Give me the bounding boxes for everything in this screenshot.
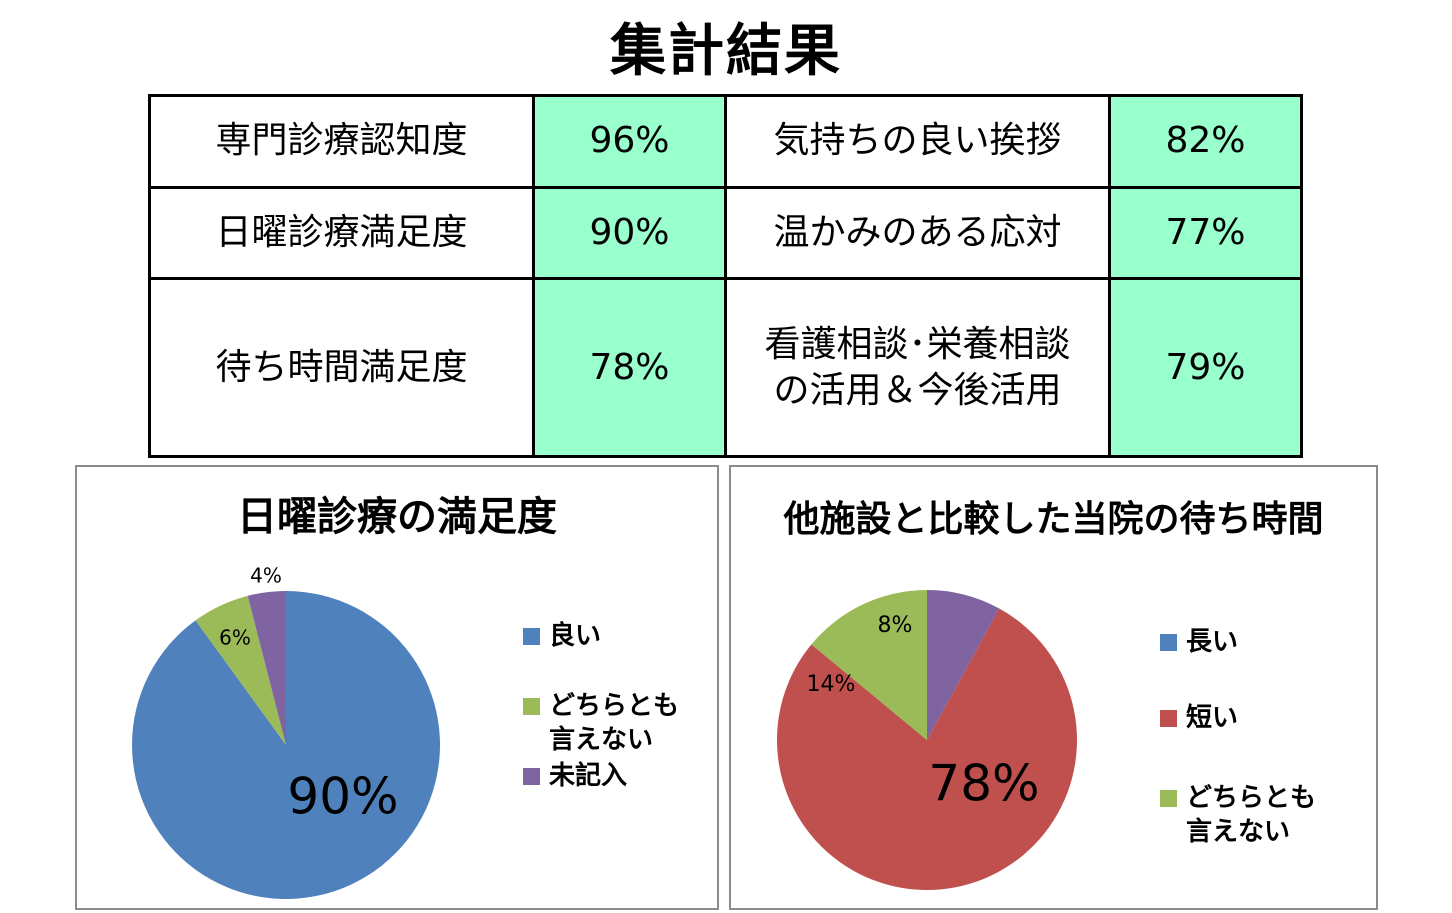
chart-panel-wait-time: 他施設と比較した当院の待ち時間 8% 78% 14% 長い 短い どちらとも 言えな… (729, 465, 1378, 910)
legend-label: どちらとも (1186, 783, 1317, 813)
table-row: 待ち時間満足度 78% 看護相談･栄養相談 の活用＆今後活用 79% (148, 277, 1303, 458)
legend-swatch (1160, 634, 1177, 651)
pie-slice-1 (131, 591, 441, 899)
legend-label: 言えない (1186, 817, 1291, 847)
legend-swatch (523, 768, 540, 785)
data-label: 78% (928, 755, 1039, 813)
metric-label: 気持ちの良い挨拶 (724, 94, 1111, 189)
data-label: 14% (807, 672, 856, 697)
pie-slice-3 (247, 591, 286, 745)
pie-slice-3 (811, 590, 927, 740)
data-label: 8% (878, 613, 913, 638)
metric-label: 専門診療認知度 (148, 94, 535, 189)
metric-value: 96% (532, 94, 727, 189)
data-label: 4% (250, 564, 282, 588)
metric-label: 日曜診療満足度 (148, 185, 535, 281)
legend-label: どちらとも (549, 691, 680, 721)
legend-swatch (523, 628, 540, 645)
page-title: 集計結果 (610, 19, 842, 84)
chart-panel-sunday: 日曜診療の満足度 90% 6% 4% 良い どちらとも 言えない 未記入 (75, 465, 719, 910)
legend-label: 良い (549, 621, 602, 651)
table-row: 専門診療認知度 96% 気持ちの良い挨拶 82% (148, 94, 1303, 189)
metric-label: 温かみのある応対 (724, 185, 1111, 281)
metric-value: 78% (532, 277, 727, 458)
legend-label: 短い (1186, 703, 1239, 733)
metric-label: 看護相談･栄養相談 の活用＆今後活用 (724, 277, 1111, 458)
legend-swatch (1160, 710, 1177, 727)
metric-label-line: 看護相談･栄養相談 (764, 323, 1071, 365)
pie-chart: 8% 78% 14% (777, 590, 1077, 890)
chart-title: 日曜診療の満足度 (237, 494, 557, 540)
metric-label: 待ち時間満足度 (148, 277, 535, 458)
summary-table: 専門診療認知度 96% 気持ちの良い挨拶 82% 日曜診療満足度 90% 温かみ… (148, 94, 1303, 458)
chart-title: 他施設と比較した当院の待ち時間 (783, 499, 1324, 540)
data-label: 90% (287, 768, 398, 826)
legend-swatch (523, 698, 540, 715)
legend-swatch (1160, 790, 1177, 807)
metric-value: 82% (1108, 94, 1303, 189)
pie-chart: 90% 6% 4% (131, 564, 441, 899)
table-row: 日曜診療満足度 90% 温かみのある応対 77% (148, 185, 1303, 281)
metric-value: 90% (532, 185, 727, 281)
metric-value: 77% (1108, 185, 1303, 281)
pie-slice-1 (927, 590, 1000, 740)
metric-value: 79% (1108, 277, 1303, 458)
legend-label: 未記入 (549, 761, 628, 791)
pie-slice-2 (777, 608, 1077, 890)
data-label: 6% (219, 626, 251, 650)
legend-label: 長い (1186, 627, 1239, 657)
legend-label: 言えない (549, 725, 654, 755)
pie-slice-2 (195, 595, 286, 745)
metric-label-line: の活用＆今後活用 (773, 369, 1062, 411)
